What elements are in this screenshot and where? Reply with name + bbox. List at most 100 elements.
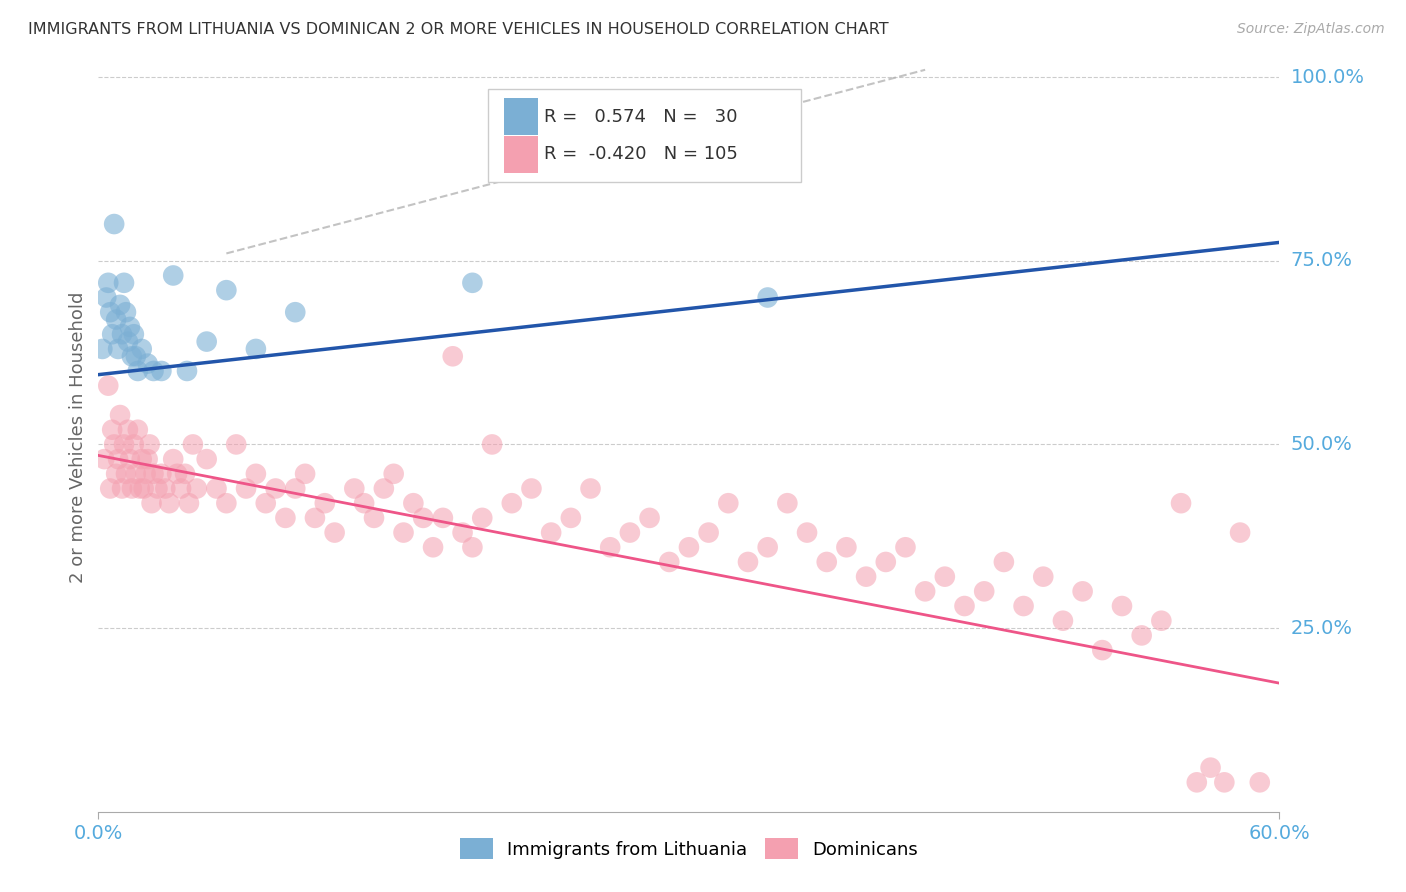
Point [796, 525, 818, 540]
Point [314, 496, 336, 510]
Point [112, 437, 135, 451]
Text: 75.0%: 75.0% [1291, 252, 1353, 270]
Point [195, 334, 218, 349]
Point [146, 482, 169, 496]
Point [166, 467, 188, 481]
Point [245, 342, 267, 356]
Point [142, 467, 165, 481]
Text: 100.0%: 100.0% [1291, 68, 1365, 87]
Point [953, 599, 976, 613]
Point [176, 364, 198, 378]
Point [91, 342, 114, 356]
Point [128, 482, 150, 496]
Point [717, 496, 740, 510]
Point [392, 525, 415, 540]
Point [599, 541, 621, 555]
Point [105, 467, 128, 481]
Point [162, 268, 184, 283]
Point [619, 525, 641, 540]
Point [894, 541, 917, 555]
Point [441, 349, 464, 363]
Point [461, 276, 484, 290]
FancyBboxPatch shape [503, 136, 537, 173]
Point [122, 437, 145, 451]
Point [1150, 614, 1173, 628]
Point [412, 511, 434, 525]
Point [993, 555, 1015, 569]
FancyBboxPatch shape [503, 98, 537, 135]
FancyBboxPatch shape [488, 88, 801, 182]
Text: 50.0%: 50.0% [1291, 435, 1353, 454]
Point [125, 349, 148, 363]
Point [697, 525, 720, 540]
Point [96, 291, 118, 305]
Point [136, 357, 159, 371]
Text: Source: ZipAtlas.com: Source: ZipAtlas.com [1237, 22, 1385, 37]
Point [560, 511, 582, 525]
Point [815, 555, 838, 569]
Point [117, 423, 139, 437]
Point [141, 496, 163, 510]
Point [125, 467, 148, 481]
Point [1170, 496, 1192, 510]
Point [225, 437, 247, 451]
Point [195, 452, 218, 467]
Point [115, 467, 138, 481]
Point [132, 482, 155, 496]
Point [118, 319, 141, 334]
Point [1091, 643, 1114, 657]
Point [111, 482, 134, 496]
Point [422, 541, 444, 555]
Point [170, 482, 193, 496]
Point [914, 584, 936, 599]
Point [343, 482, 366, 496]
Point [131, 342, 153, 356]
Point [117, 334, 139, 349]
Point [1111, 599, 1133, 613]
Point [353, 496, 375, 510]
Point [304, 511, 326, 525]
Point [1199, 761, 1222, 775]
Point [1185, 775, 1208, 789]
Point [835, 541, 858, 555]
Point [157, 496, 180, 510]
Point [274, 511, 297, 525]
Point [432, 511, 454, 525]
Point [382, 467, 405, 481]
Point [98, 305, 121, 319]
Text: R =   0.574   N =   30: R = 0.574 N = 30 [544, 108, 737, 126]
Point [121, 482, 143, 496]
Point [138, 437, 160, 451]
Point [284, 482, 307, 496]
Point [451, 525, 474, 540]
Point [471, 511, 494, 525]
Point [678, 541, 700, 555]
Point [97, 276, 120, 290]
Point [135, 467, 157, 481]
Point [215, 283, 238, 297]
Point [245, 467, 267, 481]
Point [284, 305, 307, 319]
Point [115, 305, 138, 319]
Point [501, 496, 523, 510]
Point [373, 482, 395, 496]
Point [756, 541, 779, 555]
Point [103, 217, 125, 231]
Point [1071, 584, 1094, 599]
Point [294, 467, 316, 481]
Text: R =  -0.420   N = 105: R = -0.420 N = 105 [544, 145, 738, 163]
Point [1229, 525, 1251, 540]
Point [1213, 775, 1236, 789]
Point [481, 437, 503, 451]
Point [1052, 614, 1074, 628]
Point [107, 452, 129, 467]
Point [579, 482, 602, 496]
Point [658, 555, 681, 569]
Point [150, 364, 173, 378]
Point [142, 364, 165, 378]
Point [118, 452, 141, 467]
Legend: Immigrants from Lithuania, Dominicans: Immigrants from Lithuania, Dominicans [453, 831, 925, 866]
Text: IMMIGRANTS FROM LITHUANIA VS DOMINICAN 2 OR MORE VEHICLES IN HOUSEHOLD CORRELATI: IMMIGRANTS FROM LITHUANIA VS DOMINICAN 2… [28, 22, 889, 37]
Y-axis label: 2 or more Vehicles in Household: 2 or more Vehicles in Household [69, 292, 87, 582]
Point [264, 482, 287, 496]
